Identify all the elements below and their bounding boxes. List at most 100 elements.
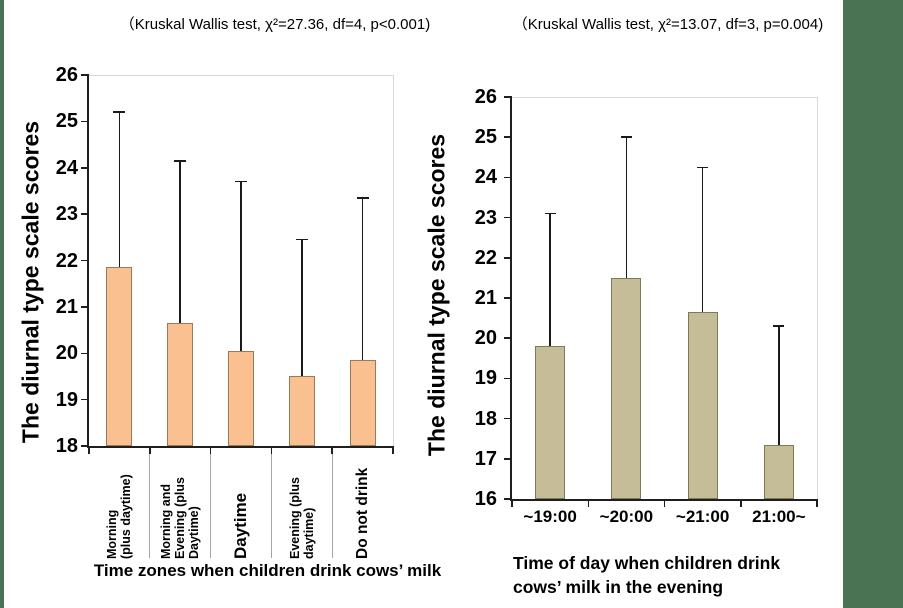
x-category-label-line: Evening (plus (173, 477, 188, 559)
error-bar-cap (544, 212, 556, 215)
x-axis-line (510, 499, 818, 501)
y-tick-mark (81, 306, 89, 308)
x-category-label: ~20:00 (599, 507, 654, 526)
y-tick-label: 19 (474, 367, 497, 390)
y-tick-mark (504, 216, 512, 219)
plot-frame-top (512, 97, 817, 98)
error-bar (549, 213, 551, 347)
y-tick-label: 26 (474, 86, 497, 108)
y-tick-label: 26 (55, 64, 78, 86)
bar (167, 323, 194, 446)
category-separator-line (331, 454, 333, 558)
y-tick-label: 23 (474, 206, 497, 229)
right-green-strip (843, 0, 903, 608)
right-chart-stat-title: （Kruskal Wallis test, χ²=13.07, df=3, p=… (512, 16, 824, 33)
x-category-label-line: (plus daytime) (119, 474, 134, 559)
error-bar (625, 137, 628, 278)
x-tick-mark (88, 448, 90, 454)
x-category-label: Morning and Evening (plus Daytime) (159, 447, 201, 559)
error-bar (701, 167, 704, 313)
bar (611, 277, 642, 499)
x-axis-line (87, 446, 394, 448)
error-bar-cap (773, 325, 785, 327)
bar (763, 444, 794, 499)
error-bar (240, 181, 242, 351)
x-category-label: ~21:00 (675, 507, 730, 526)
x-tick-mark (149, 448, 151, 454)
error-bar-cap (174, 160, 187, 162)
error-bar (778, 326, 780, 445)
category-separator-line (270, 454, 272, 558)
y-tick-label: 24 (474, 166, 497, 189)
bar (288, 376, 315, 446)
y-tick-label: 22 (474, 246, 497, 269)
y-axis-line (510, 97, 512, 501)
x-tick-mark (816, 501, 818, 507)
error-bar (179, 160, 181, 324)
y-tick-mark (81, 398, 89, 401)
y-tick-label: 20 (55, 342, 78, 365)
x-category-label-line: Evening (plus (287, 477, 302, 559)
y-tick-label: 19 (55, 388, 78, 411)
x-category-label: Do not drink (354, 447, 371, 559)
y-tick-mark (504, 297, 512, 299)
y-tick-label: 25 (474, 126, 497, 149)
y-tick-label: 16 (474, 488, 497, 510)
x-tick-mark (511, 501, 513, 507)
y-tick-mark (504, 337, 512, 339)
left-chart-stat-title: （Kruskal Wallis test, χ²=27.36, df=4, p<… (119, 16, 431, 33)
category-separator-line (149, 454, 151, 558)
x-tick-mark (587, 501, 589, 507)
error-bar-cap (697, 166, 709, 169)
y-tick-label: 21 (55, 295, 78, 318)
y-tick-label: 18 (55, 435, 78, 457)
x-category-label: Daytime (231, 447, 250, 559)
y-tick-mark (504, 417, 512, 420)
x-tick-mark (209, 448, 212, 454)
y-tick-label: 21 (474, 287, 497, 309)
x-tick-mark (663, 501, 666, 507)
error-bar (361, 197, 364, 361)
right-x-axis-title-line1: Time of day when children drink (513, 553, 781, 573)
x-category-label: Evening (plus daytime) (288, 447, 316, 559)
x-category-label-line: daytime) (301, 507, 316, 559)
y-tick-label: 17 (474, 447, 497, 470)
y-tick-mark (81, 213, 89, 215)
y-tick-mark (504, 498, 512, 500)
y-tick-label: 20 (474, 327, 497, 350)
bar (687, 312, 718, 499)
y-tick-label: 25 (55, 110, 78, 133)
bar (349, 360, 376, 446)
error-bar (301, 239, 303, 377)
x-tick-mark (270, 448, 273, 454)
plot-frame-right (393, 75, 394, 446)
y-tick-label: 24 (55, 156, 78, 179)
y-tick-mark (81, 167, 89, 169)
y-tick-mark (504, 257, 512, 259)
y-tick-mark (81, 74, 89, 76)
plot-frame-top (89, 75, 393, 76)
x-category-label: ~19:00 (523, 507, 577, 526)
x-tick-mark (392, 448, 394, 454)
category-separator-line (210, 454, 212, 558)
right-x-axis-title-line2: cows’ milk in the evening (513, 577, 724, 597)
bar (106, 267, 133, 446)
left-x-axis-title: Time zones when children drink cows’ mil… (93, 561, 442, 580)
error-bar-cap (295, 238, 308, 241)
y-tick-mark (504, 458, 512, 460)
x-category-label-line: Morning and (159, 484, 174, 559)
left-green-strip (0, 0, 4, 608)
x-category-label-line: Do not drink (354, 467, 372, 559)
y-tick-mark (504, 136, 512, 138)
bar (228, 350, 254, 446)
error-bar-cap (113, 111, 126, 113)
y-tick-mark (81, 259, 89, 262)
y-tick-label: 23 (55, 203, 78, 226)
y-tick-mark (81, 120, 89, 123)
right-x-axis-title: Time of day when children drink cows’ mi… (513, 551, 780, 599)
error-bar (118, 112, 121, 268)
y-tick-label: 22 (55, 249, 78, 272)
x-category-label-line: Morning (105, 509, 120, 559)
x-tick-mark (740, 501, 742, 507)
